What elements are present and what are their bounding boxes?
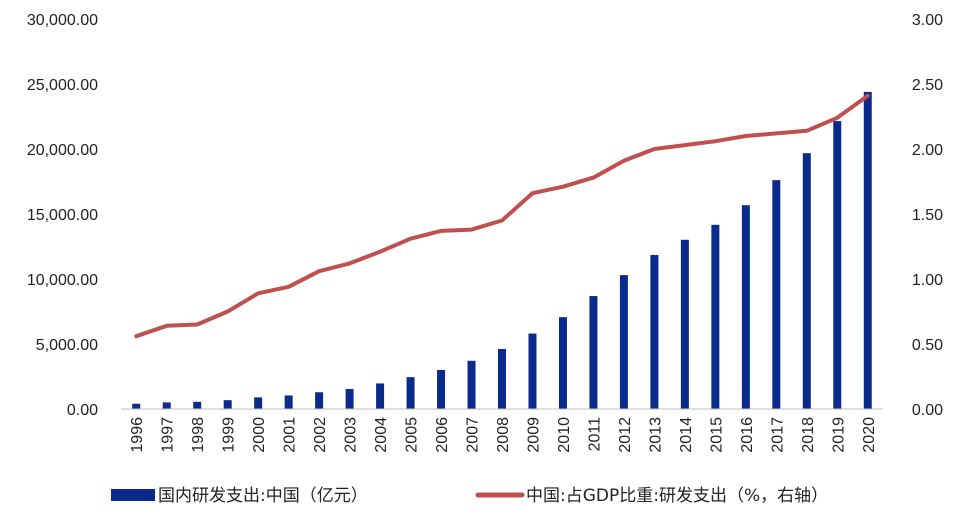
left-tick-label: 20,000.00 [27, 142, 98, 159]
right-tick-label: 3.00 [912, 12, 943, 29]
bar-2017 [772, 180, 781, 409]
right-tick-label: 2.50 [912, 77, 943, 94]
x-tick-label: 2003 [343, 417, 360, 453]
x-tick-label: 2015 [708, 417, 725, 453]
bar-2002 [315, 392, 324, 409]
left-tick-label: 5,000.00 [36, 337, 98, 354]
left-tick-label: 0.00 [67, 402, 98, 419]
x-tick-label: 1996 [129, 417, 146, 453]
x-tick-label: 2013 [647, 417, 664, 453]
x-tick-label: 2016 [739, 417, 756, 453]
x-tick-label: 2008 [495, 417, 512, 453]
x-tick-label: 2017 [769, 417, 786, 453]
bar-2020 [863, 91, 872, 410]
x-tick-label: 2012 [617, 417, 634, 453]
bar-1997 [162, 402, 171, 409]
x-tick-label: 2018 [800, 417, 817, 453]
bar-2009 [528, 333, 537, 409]
bar-2016 [741, 205, 750, 409]
x-tick-label: 2020 [861, 417, 878, 453]
left-tick-label: 10,000.00 [27, 272, 98, 289]
x-tick-label: 2000 [251, 417, 268, 453]
right-tick-label: 2.00 [912, 142, 943, 159]
x-axis-ticks: 1996 1997 1998 1999 2000 2001 2002 2003 2004 2005… [129, 417, 878, 453]
x-tick-label: 2005 [404, 417, 421, 453]
right-tick-label: 1.00 [912, 272, 943, 289]
left-tick-label: 30,000.00 [27, 12, 98, 29]
bar-1996 [132, 403, 141, 409]
x-tick-label: 1997 [160, 417, 177, 453]
legend-label-line: 中国:占GDP比重:研发支出（%，右轴） [526, 486, 828, 506]
bar-2007 [467, 360, 476, 409]
x-tick-label: 1999 [221, 417, 238, 453]
x-tick-label: 1998 [190, 417, 207, 453]
left-tick-label: 15,000.00 [27, 207, 98, 224]
bar-2014 [680, 239, 689, 409]
right-tick-label: 0.00 [912, 402, 943, 419]
right-tick-label: 0.50 [912, 337, 943, 354]
bar-2005 [406, 377, 415, 409]
bar-2006 [437, 369, 446, 409]
bar-2015 [711, 224, 720, 409]
bar-2013 [650, 254, 659, 409]
bar-2003 [345, 388, 354, 409]
bar-2010 [558, 317, 567, 409]
x-tick-label: 2014 [678, 417, 695, 453]
left-axis-ticks: 0.00 5,000.00 10,000.00 15,000.00 20,000.00 2… [27, 12, 98, 419]
legend: 国内研发支出:中国（亿元） 中国:占GDP比重:研发支出（%，右轴） [111, 486, 828, 506]
bar-1998 [193, 401, 202, 409]
bar-2004 [376, 383, 385, 409]
bar-1999 [223, 400, 232, 409]
x-tick-label: 2007 [465, 417, 482, 453]
bar-2012 [619, 275, 628, 409]
x-tick-label: 2019 [830, 417, 847, 453]
x-tick-label: 2006 [434, 417, 451, 453]
x-tick-label: 2010 [556, 417, 573, 453]
line-series [134, 93, 870, 339]
right-tick-label: 1.50 [912, 207, 943, 224]
x-tick-label: 2009 [525, 417, 542, 453]
x-tick-label: 2004 [373, 417, 390, 453]
bar-2001 [284, 395, 293, 409]
bar-2000 [254, 397, 263, 409]
x-tick-label: 2011 [586, 417, 603, 452]
right-axis-ticks: 0.00 0.50 1.00 1.50 2.00 2.50 3.00 [912, 12, 943, 419]
line-rd-share-of-gdp [134, 93, 870, 339]
bar-2018 [802, 153, 811, 409]
legend-swatch-bar [111, 489, 155, 501]
x-tick-label: 2001 [282, 417, 299, 453]
legend-label-bar: 国内研发支出:中国（亿元） [158, 486, 368, 506]
bar-2008 [498, 348, 506, 409]
left-tick-label: 25,000.00 [27, 77, 98, 94]
x-tick-label: 2002 [312, 417, 329, 453]
bar-series [132, 91, 872, 410]
bar-2011 [589, 296, 598, 409]
bar-2019 [833, 121, 842, 410]
